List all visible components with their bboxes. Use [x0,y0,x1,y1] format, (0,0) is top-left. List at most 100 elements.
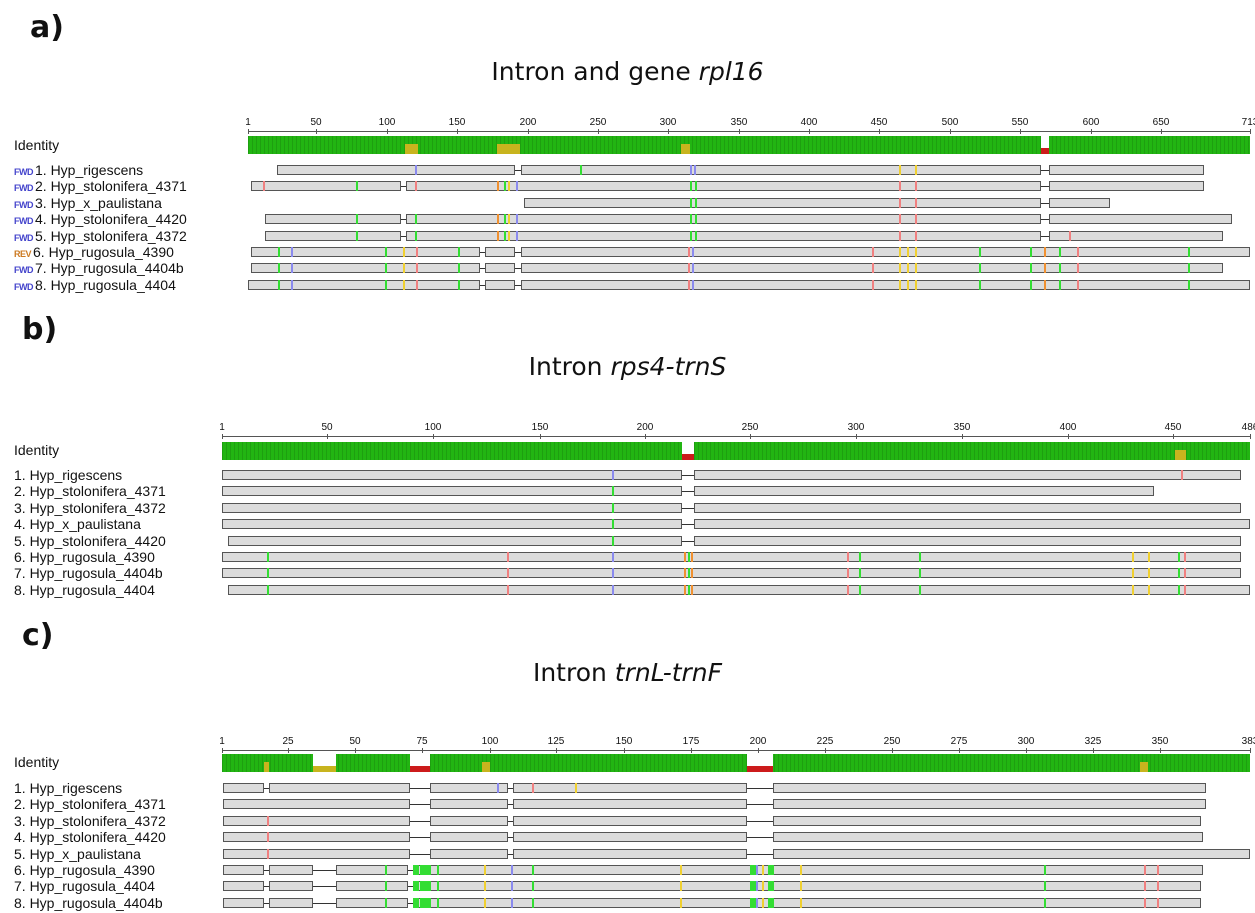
panel-c-sequence-segment [513,848,747,859]
panel-a-variant-mark [356,181,358,192]
panel-c-variant-mark [413,897,419,908]
panel-b-sequence-segment [228,535,682,546]
sequence-name: 4. Hyp_x_paulistana [14,516,141,533]
panel-a-variant-mark [1044,263,1046,274]
panel-c-identity-gap-mark [410,766,430,772]
panel-a-ruler-tick-label: 350 [730,117,748,128]
panel-a-variant-mark [403,279,405,290]
panel-a-variant-mark [508,230,510,241]
panel-c-gap-line [410,837,430,839]
panel-c-gap-line [410,804,430,806]
panel-a-variant-mark [291,279,293,290]
panel-c-variant-mark [750,897,756,908]
panel-b-sequence-segment [694,502,1241,513]
panel-a-gap-line [480,252,485,253]
panel-a-variant-mark [695,214,697,225]
panel-c-ruler-tick [892,748,893,753]
panel-a-sequence-segment [521,247,1250,257]
panel-c-ruler-tick-label: 383 [1241,736,1255,747]
panel-c-sequence-segment [269,881,313,892]
panel-b-row-label: 2. Hyp_stolonifera_4371 [14,483,166,499]
panel-c-sequence-segment [223,881,264,892]
panel-c-gap-line [313,902,336,904]
panel-b-row-label: 4. Hyp_x_paulistana [14,516,141,532]
panel-c-variant-mark [756,897,758,908]
panel-b-ruler-tick [327,434,328,439]
panel-c-sequence-segment [430,799,508,810]
panel-a-variant-mark [497,230,499,241]
panel-b-ruler-tick [222,434,223,439]
panel-a-variant-mark [580,165,582,175]
panel-b-sequence-segment [222,552,1241,562]
panel-c-variant-mark [437,897,439,908]
panel-c-gap-line [747,837,773,839]
panel-a-variant-mark [516,181,518,192]
panel-b-variant-mark [847,584,849,595]
panel-c-variant-mark [750,865,756,875]
panel-c-variant-mark [680,881,682,892]
panel-a-ruler-tick [248,129,249,134]
panel-b-sequence-segment [222,486,682,497]
panel-a-sequence-segment [248,279,480,290]
forward-direction-icon: FWD [14,167,34,177]
panel-c-ruler-tick-label: 350 [1151,736,1169,747]
panel-c-variant-mark [511,865,513,875]
panel-b-row-label: 1. Hyp_rigescens [14,467,122,483]
panel-a-row-label: FWD 5. Hyp_stolonifera_4372 [14,228,187,246]
panel-c-variant-mark [800,897,802,908]
panel-a-row-label: FWD 4. Hyp_stolonifera_4420 [14,211,187,229]
panel-b-variant-mark [612,552,614,562]
panel-c-title-text: Intron [532,658,615,687]
panel-a-gap-line [1041,170,1049,171]
panel-a-variant-mark [1077,247,1079,257]
panel-b-variant-mark [267,552,269,562]
panel-a-variant-mark [899,165,901,175]
sequence-name: 2. Hyp_stolonifera_4371 [14,796,166,813]
panel-a-variant-mark [688,247,690,257]
panel-b-variant-mark [267,584,269,595]
panel-a-variant-mark [508,214,510,225]
panel-c-variant-mark [768,897,774,908]
panel-a-identity-bar [248,136,1250,154]
panel-a-variant-mark [278,263,280,274]
panel-b-ruler-tick-label: 100 [424,422,442,433]
panel-c-gap-line [508,804,513,806]
panel-a-ruler-tick-label: 550 [1011,117,1029,128]
panel-a-sequence-segment [265,214,401,225]
panel-c-variant-mark [1144,897,1146,908]
panel-a-ruler-tick-label: 650 [1152,117,1170,128]
panel-a-variant-mark [458,247,460,257]
panel-a-gap-line [401,186,406,188]
panel-a-ruler-tick-label: 450 [870,117,888,128]
panel-b-variant-mark [612,486,614,497]
panel-b-ruler-tick [645,434,646,439]
panel-c-ruler-tick [624,748,625,753]
panel-c-variant-mark [511,881,513,892]
panel-c-row-label: 4. Hyp_stolonifera_4420 [14,829,166,845]
panel-a-variant-mark [692,247,694,257]
panel-b-variant-mark [1181,470,1183,480]
panel-a-row-label: FWD 3. Hyp_x_paulistana [14,195,162,213]
panel-c-sequence-segment [430,783,508,793]
panel-a-variant-mark [915,263,917,274]
panel-b-ruler-tick-label: 350 [953,422,971,433]
panel-a-variant-mark [516,230,518,241]
panel-a-variant-mark [1188,247,1190,257]
panel-b-variant-mark [919,568,921,579]
panel-c-variant-mark [385,865,387,875]
panel-c-variant-mark [750,881,756,892]
panel-c-variant-mark [385,881,387,892]
panel-b-ruler-line [222,436,1250,437]
panel-a-variant-mark [695,197,697,208]
panel-a-variant-mark [1069,230,1071,241]
panel-b-row-label: 5. Hyp_stolonifera_4420 [14,533,166,549]
panel-c-variant-mark [768,865,774,875]
panel-a-variant-mark [690,165,692,175]
panel-a-variant-mark [1059,279,1061,290]
panel-c-identity-variable [482,762,490,772]
panel-a-variant-mark [915,279,917,290]
panel-a-letter: a) [30,10,64,45]
panel-a-variant-mark [690,181,692,192]
panel-c-variant-mark [437,865,439,875]
panel-c-sequence-segment [336,897,408,908]
